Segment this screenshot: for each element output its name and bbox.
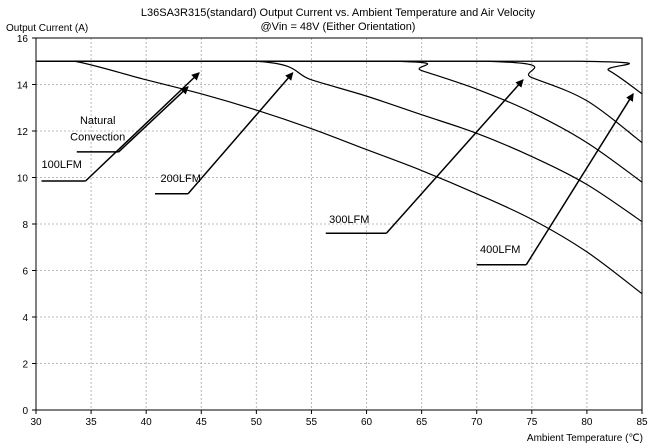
x-tick-label: 40: [141, 417, 153, 428]
y-tick-label: 0: [22, 406, 28, 417]
series-line-4: [36, 60, 643, 95]
annotations: Natural Convection 100LFM 200LFM 300LFM 400LF…: [41, 72, 634, 266]
series-line-0: [36, 60, 643, 295]
x-tick-label: 45: [196, 417, 208, 428]
annotation-label: Convection: [70, 131, 125, 143]
series-line-3: [36, 60, 643, 144]
annotation-label: 200LFM: [161, 173, 201, 185]
y-tick-label: 16: [17, 34, 29, 45]
chart-title-line1: L36SA3R315(standard) Output Current vs. …: [141, 7, 536, 19]
x-tick-label: 30: [30, 417, 42, 428]
x-axis-ticks: 30 35 40 45 50 55 60 65 70 75 80 85: [30, 410, 648, 428]
y-axis-ticks: 0 2 4 6 8 10 12 14 16: [17, 34, 36, 417]
x-tick-label: 60: [361, 417, 373, 428]
annotation-label: 300LFM: [329, 214, 369, 226]
y-axis-label: Output Current (A): [6, 23, 88, 34]
y-tick-label: 14: [17, 81, 29, 92]
annotation-arrow: [85, 72, 200, 182]
y-tick-label: 6: [22, 267, 28, 278]
x-tick-label: 75: [526, 417, 538, 428]
x-tick-label: 50: [251, 417, 263, 428]
annotation-arrow: [187, 72, 294, 195]
x-tick-label: 85: [636, 417, 648, 428]
y-tick-label: 8: [22, 220, 28, 231]
annotation-arrow: [118, 86, 189, 153]
x-tick-label: 70: [471, 417, 483, 428]
series-line-1: [36, 60, 643, 223]
annotation-arrow: [525, 92, 634, 266]
annotation-label: 100LFM: [42, 159, 82, 171]
annotation-label: 400LFM: [480, 244, 520, 256]
annotation-label: Natural: [80, 115, 115, 127]
y-tick-label: 12: [17, 127, 29, 138]
y-tick-label: 2: [22, 360, 28, 371]
x-tick-label: 80: [581, 417, 593, 428]
series-curves: [36, 60, 643, 295]
chart-title-line2: @Vin = 48V (Either Orientation): [261, 21, 416, 33]
series-line-2: [36, 60, 643, 183]
x-tick-label: 65: [416, 417, 428, 428]
x-axis-label: Ambient Temperature (℃): [527, 433, 643, 444]
annotation-arrow: [385, 79, 524, 234]
y-tick-label: 10: [17, 174, 29, 185]
y-tick-label: 4: [22, 313, 28, 324]
x-tick-label: 35: [86, 417, 98, 428]
x-tick-label: 55: [306, 417, 318, 428]
